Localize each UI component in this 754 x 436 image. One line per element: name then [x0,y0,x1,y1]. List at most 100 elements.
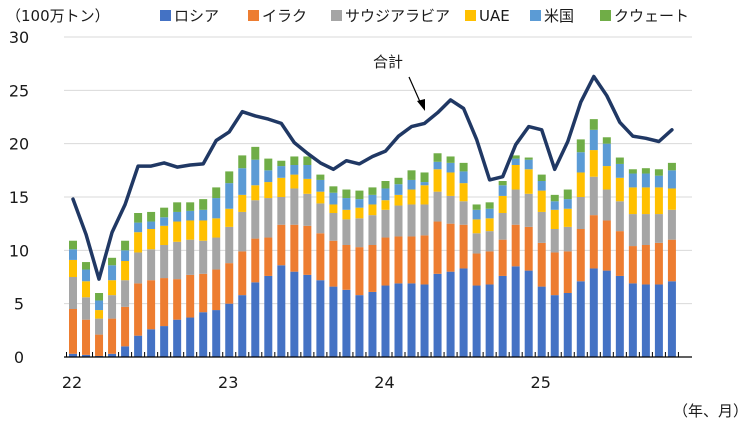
bar-segment [225,183,234,209]
bar-stack [641,168,650,357]
bar-segment [628,187,637,215]
y-axis-ticks: 0 5 10 15 20 25 30 [9,28,29,367]
bar-segment [264,182,273,199]
bar-segment [524,169,533,194]
bar-segment [251,146,260,160]
bar-segment [407,189,416,205]
bar-stack [108,257,117,357]
bar-segment [212,310,221,357]
bar-segment [407,204,416,237]
bar-segment [667,281,676,357]
bar-segment [394,184,403,195]
bar-segment [524,157,533,160]
bar-segment [329,204,338,213]
bar-segment [394,205,403,237]
bar-stack [121,240,130,357]
bar-segment [277,160,286,167]
bar-segment [264,275,273,357]
bar-stack [186,202,195,357]
bar-stack [82,262,91,357]
bar-segment [95,334,104,356]
bar-segment [550,201,559,210]
gridlines [64,36,692,305]
bar-segment [576,229,585,282]
bar-segment [667,188,676,210]
bar-segment [537,190,546,212]
bar-segment [277,265,286,357]
bar-segment [641,187,650,215]
bar-segment [108,295,117,319]
bar-segment [381,285,390,357]
bar-segment [615,163,624,178]
bar-segment [264,198,273,238]
bar-stack [69,240,77,357]
bar-segment [537,181,546,191]
bar-segment [82,269,91,282]
bar-segment [134,222,143,233]
bar-segment [342,189,351,199]
bar-segment [160,245,169,279]
bar-segment [134,252,143,284]
bar-segment [303,193,312,226]
bar-segment [290,174,299,189]
bar-segment [420,172,429,183]
bar-segment [563,226,572,252]
bar-segment [654,242,663,285]
bar-stack [212,187,221,357]
legend-item: UAE [465,7,510,25]
bar-segment [238,155,247,169]
bar-segment [368,194,377,205]
y-axis-unit-label: （100万トン） [6,7,110,25]
y-tick-label: 10 [9,241,29,260]
bar-stack [667,162,676,357]
bar-segment [576,172,585,197]
bar-segment [277,197,286,225]
bar-segment [186,274,195,318]
bars [69,119,676,357]
legend-label: サウジアラビア [345,7,450,25]
bar-segment [342,245,351,290]
bar-segment [199,273,208,313]
bar-segment [355,295,364,357]
bar-segment [381,209,390,238]
bar-segment [446,271,455,357]
bar-segment [511,189,520,225]
bar-segment [316,179,325,192]
bar-segment [654,214,663,243]
bar-segment [238,295,247,357]
bar-segment [459,268,468,357]
bar-segment [485,251,494,285]
bar-segment [147,329,156,357]
bar-segment [160,217,169,226]
legend-item: クウェート [600,7,689,25]
bar-segment [342,289,351,357]
bar-segment [433,161,442,170]
bar-segment [589,215,598,269]
bar-segment [667,239,676,282]
bar-segment [238,194,247,212]
bar-segment [472,209,481,220]
bar-segment [563,251,572,293]
bar-segment [498,239,507,276]
bar-segment [355,247,364,296]
legend-label: 米国 [544,7,574,25]
bar-segment [550,295,559,357]
bar-segment [355,218,364,248]
y-tick-label: 0 [14,348,24,367]
bar-segment [277,166,286,178]
bar-segment [121,250,130,261]
bar-segment [563,208,572,227]
bar-segment [69,309,77,354]
bar-segment [446,223,455,272]
bar-segment [576,152,585,173]
bar-segment [368,291,377,357]
bar-segment [186,317,195,357]
bar-segment [667,162,676,171]
bar-segment [82,354,91,357]
bar-segment [134,213,143,223]
bar-segment [615,157,624,164]
legend-item: サウジアラビア [331,7,450,25]
bar-segment [173,202,182,212]
bar-segment [277,224,286,266]
bar-segment [446,156,455,163]
